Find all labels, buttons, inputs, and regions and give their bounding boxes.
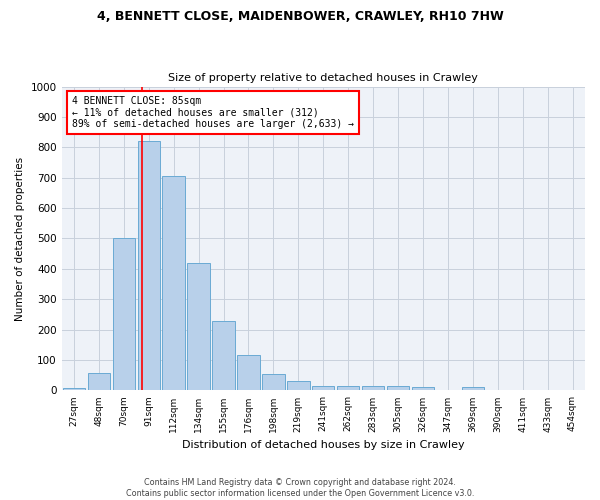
Bar (461, 388, 484, 390)
Bar (137, 142, 160, 390)
Text: 4, BENNETT CLOSE, MAIDENBOWER, CRAWLEY, RH10 7HW: 4, BENNETT CLOSE, MAIDENBOWER, CRAWLEY, … (97, 10, 503, 23)
Bar (412, 388, 434, 390)
Bar (262, 374, 284, 390)
Bar (187, 264, 210, 390)
X-axis label: Distribution of detached houses by size in Crawley: Distribution of detached houses by size … (182, 440, 464, 450)
Bar (387, 386, 409, 390)
Text: Contains HM Land Registry data © Crown copyright and database right 2024.
Contai: Contains HM Land Registry data © Crown c… (126, 478, 474, 498)
Bar (212, 320, 235, 390)
Bar (63, 388, 85, 390)
Title: Size of property relative to detached houses in Crawley: Size of property relative to detached ho… (169, 73, 478, 83)
Bar (237, 355, 260, 390)
Bar (163, 176, 185, 390)
Bar (312, 386, 334, 390)
Bar (362, 386, 385, 390)
Bar (88, 373, 110, 390)
Bar (287, 380, 310, 390)
Y-axis label: Number of detached properties: Number of detached properties (15, 156, 25, 320)
Bar (113, 238, 135, 390)
Bar (337, 386, 359, 390)
Text: 4 BENNETT CLOSE: 85sqm
← 11% of detached houses are smaller (312)
89% of semi-de: 4 BENNETT CLOSE: 85sqm ← 11% of detached… (72, 96, 354, 129)
